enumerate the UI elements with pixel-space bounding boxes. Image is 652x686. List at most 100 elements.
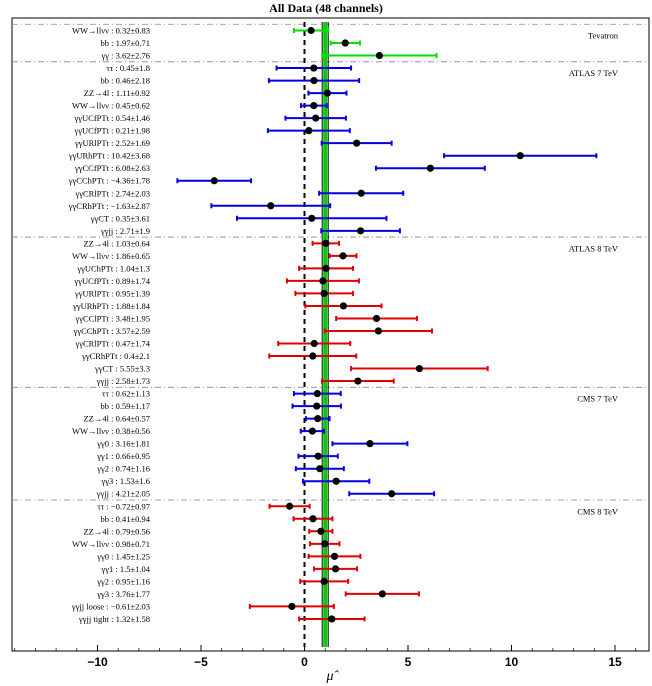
data-point (516, 152, 524, 160)
data-point (378, 590, 386, 598)
row-label: bb : 1.97±0.71 (100, 38, 150, 48)
row-label: ZZ→4l : 1.11±0.92 (84, 88, 150, 98)
x-axis-label: μ̂ (325, 669, 339, 684)
data-point (314, 452, 322, 460)
row-label: γγ2 : 0.95±1.16 (96, 576, 150, 586)
data-point (313, 402, 321, 410)
data-point (322, 239, 330, 247)
row-label: γγUCfPTt : 0.21±1.98 (74, 126, 150, 136)
data-point (316, 465, 324, 473)
x-tick-label: 5 (405, 655, 412, 669)
group-label: Tevatron (588, 31, 619, 41)
row-label: WW→llνν : 0.38±0.56 (72, 426, 150, 436)
row-label: WW→llνν : 1.86±0.65 (72, 251, 150, 261)
row-label: γγ1 : 0.66±0.95 (96, 451, 150, 461)
row-label: γγjj loose : −0.61±2.03 (71, 601, 150, 611)
data-point (357, 189, 365, 197)
row-label: γγCRlPTt : 2.74±2.03 (74, 188, 150, 198)
data-point (313, 389, 321, 398)
row-label: γγCT : 0.35±3.61 (90, 213, 150, 223)
row-label: γγCRhPTt : 0.4±2.1 (81, 351, 150, 361)
x-tick-label: 0 (301, 655, 308, 669)
row-label: WW→llνν : 0.45±0.62 (72, 101, 150, 111)
row-label: γγ2 : 0.74±1.16 (96, 464, 150, 474)
row-labels: WW→llνν : 0.32±0.83 bb : 1.97±0.71 γγ : 3.… (68, 26, 151, 624)
row-label: bb : 0.46±2.18 (100, 76, 150, 86)
data-point (330, 552, 339, 560)
data-point (307, 26, 315, 35)
data-point (341, 39, 349, 47)
row-label: γγjj : 2.58±1.73 (96, 376, 150, 386)
data-point (210, 177, 218, 185)
data-point (310, 64, 318, 72)
row-label: γγURhPTt : 1.88±1.84 (72, 301, 151, 311)
x-tick-label: 10 (505, 655, 519, 669)
data-point (312, 114, 320, 122)
data-point (321, 540, 329, 548)
row-label: ττ : −0.72±0.97 (97, 501, 150, 511)
row-label: ZZ→4l : 0.79±0.56 (83, 526, 150, 536)
data-point (339, 252, 347, 260)
row-label: γγjj : 4.21±2.05 (96, 489, 150, 499)
row-label: γγ3 : 3.76±1.77 (96, 589, 150, 599)
error-bars (176, 28, 598, 622)
x-tick-label: −10 (87, 655, 108, 669)
data-point (354, 377, 362, 385)
data-point (288, 602, 296, 611)
data-point (375, 51, 384, 60)
data-point (320, 577, 328, 585)
data-point (314, 415, 322, 423)
row-label: γγUCfPTt : 0.89±1.74 (74, 276, 151, 286)
chart-title: All Data (48 channels) (269, 1, 383, 15)
group-label: CMS 7 TeV (577, 394, 619, 404)
row-label: γγ0 : 1.45±1.25 (96, 551, 150, 561)
row-label: γγUChPTt : 1.04±1.3 (76, 263, 150, 273)
row-label: γγUCfPTt : 0.54±1.46 (74, 113, 150, 123)
row-label: γγCChPTt : 3.57±2.59 (73, 326, 150, 336)
row-label: ττ : 0.62±1.13 (102, 389, 150, 399)
row-label: WW→llνν : 0.32±0.83 (72, 26, 150, 36)
x-tick-label: 15 (608, 655, 622, 669)
data-point (374, 327, 382, 335)
row-label: γγ3 : 1.53±1.6 (100, 476, 150, 486)
row-label: γγ1 : 1.5±1.04 (100, 564, 150, 574)
data-point (310, 76, 318, 85)
data-point (366, 440, 374, 448)
group-label: ATLAS 7 TeV (569, 68, 619, 78)
data-point (322, 264, 330, 272)
data-point (310, 102, 318, 110)
row-label: ττ : 0.45±1.8 (106, 63, 150, 73)
data-point (328, 615, 336, 623)
row-label: bb : 0.41±0.94 (100, 514, 150, 524)
group-label: CMS 8 TeV (577, 506, 619, 516)
group-labels: Tevatron ATLAS 7 TeV ATLAS 8 TeV CMS 7 TeV C… (569, 31, 619, 517)
row-label: γγ0 : 3.16±1.81 (96, 439, 150, 449)
data-point (309, 515, 317, 523)
row-label: γγCRhPTt : −1.63±2.87 (68, 201, 150, 211)
grid-layer (12, 23, 649, 501)
data-point (323, 89, 332, 97)
data-point (415, 364, 423, 373)
data-point (353, 139, 361, 147)
x-axis: −10 −5 0 5 10 15 (14, 645, 637, 669)
data-point (285, 502, 294, 510)
plot-frame (11, 17, 650, 652)
row-label: γγjj : 2.71±1.9 (100, 226, 150, 236)
row-label: γγURhPTt : 10.42±3.68 (68, 151, 150, 161)
row-label: γγCRlPTt : 0.47±1.74 (74, 339, 150, 349)
row-label: ZZ→4l : 0.64±0.57 (83, 414, 150, 424)
row-label: γγURlPTt : 0.95±1.39 (74, 288, 150, 298)
row-label: γγ : 3.62±2.76 (100, 51, 150, 61)
group-label: ATLAS 8 TeV (569, 243, 619, 253)
data-point (310, 339, 318, 348)
row-label: γγCChPTt : −4.36±1.78 (68, 176, 150, 186)
data-point (317, 527, 325, 535)
data-point (339, 302, 348, 310)
data-points (210, 26, 524, 623)
data-point (267, 202, 275, 210)
data-point (426, 164, 434, 172)
data-point (356, 227, 365, 235)
row-label: γγCT : 5.55±3.3 (94, 364, 150, 374)
row-label: γγCCfPTt : 6.08±2.63 (74, 163, 150, 173)
